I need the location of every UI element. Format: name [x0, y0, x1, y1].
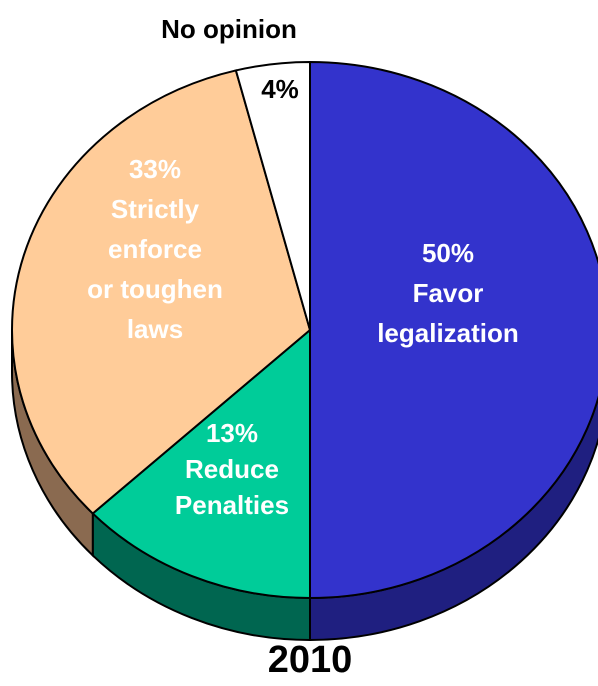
pie-slice-3	[234, 60, 311, 331]
slice-labels: 50% Favor legalization 13% Reduce Penalties 33…	[87, 14, 519, 520]
slice-outside-label-3: No opinion	[161, 14, 297, 44]
slice-label-2: 33% Strictly enforce or toughen laws	[87, 154, 223, 344]
pie-slice-2	[11, 69, 312, 515]
slice-label-0: 50% Favor legalization	[377, 238, 519, 348]
pie-slice-1	[91, 327, 311, 600]
slice-label-3: 4%	[261, 74, 299, 104]
pie-slices	[11, 60, 598, 600]
chart-caption: 2010	[268, 639, 353, 681]
slice-label-1: 13% Reduce Penalties	[175, 418, 289, 520]
pie-slice-0	[309, 60, 598, 600]
